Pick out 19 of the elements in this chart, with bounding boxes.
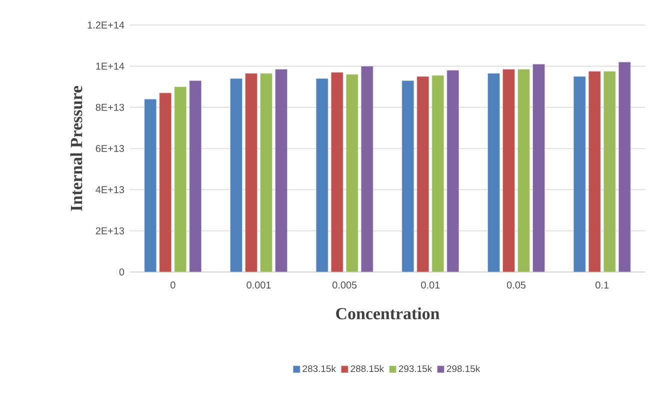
y-tick-label: 4E+13	[96, 186, 124, 194]
y-tick-label: 1E+14	[96, 62, 124, 70]
x-tick-label: 0	[170, 282, 176, 289]
x-tick-label: 0.001	[246, 282, 271, 289]
y-tick-label: 2E+13	[96, 227, 124, 234]
legend-label: 283.15k	[302, 365, 336, 372]
y-tick-label: 8E+13	[96, 104, 124, 111]
legend-label: 293.15k	[398, 365, 432, 372]
x-axis-title: Concentration	[336, 307, 440, 320]
y-tick-label: 0	[119, 268, 124, 276]
legend-label: 298.15k	[446, 365, 480, 372]
legend-label: 288.15k	[350, 365, 384, 372]
x-tick-label: 0.05	[506, 282, 526, 289]
x-tick-label: 0.005	[332, 282, 357, 289]
y-tick-label: 6E+13	[96, 144, 124, 152]
x-tick-label: 0.1	[596, 282, 609, 289]
y-axis-title: Internal Pressure	[70, 86, 82, 211]
y-tick-label: 1.2E+14	[88, 22, 124, 28]
x-tick-label: 0.01	[421, 282, 440, 289]
